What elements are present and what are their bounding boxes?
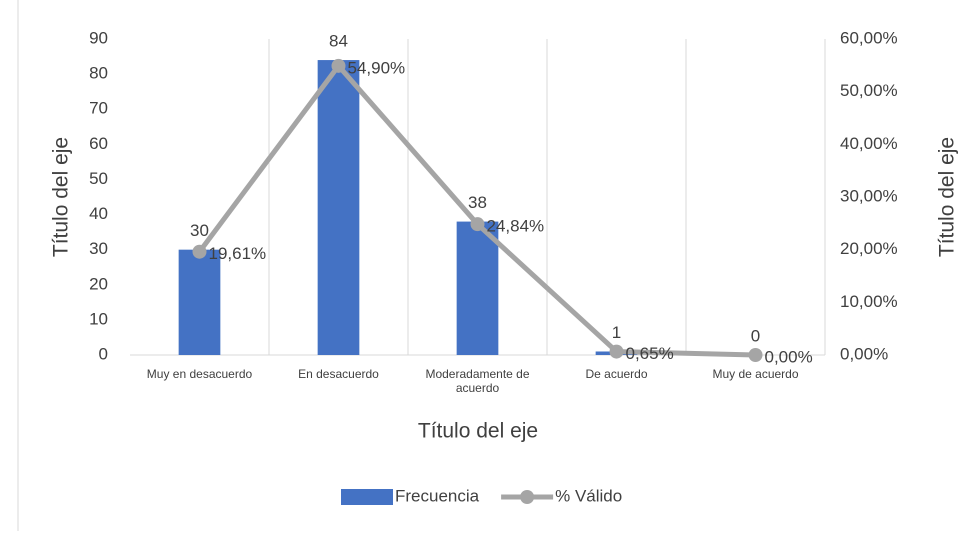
x-tick-label: Muy en desacuerdo [146, 367, 253, 381]
legend-marker [520, 490, 535, 504]
y2-tick-label: 10,00% [840, 292, 898, 311]
data-label: 0 [751, 326, 760, 345]
x-axis-title: Título del eje [418, 420, 538, 443]
legend-swatch [341, 489, 393, 505]
marker [748, 348, 763, 362]
chart-border [17, 0, 979, 536]
y-tick-label: 90 [89, 28, 108, 47]
x-tick-label-box: En desacuerdo [298, 367, 379, 381]
data-label: 24,84% [487, 217, 545, 236]
x-tick-label: Moderadamente de acuerdo [425, 367, 530, 395]
y-tick-label: 50 [89, 169, 108, 188]
y-tick-label: 40 [89, 204, 108, 223]
y2-axis-title: Título del eje [936, 137, 959, 257]
data-label: 38 [468, 193, 487, 212]
data-label: 19,61% [209, 244, 267, 263]
y2-tick-label: 20,00% [840, 239, 898, 258]
y-axis-title: Título del eje [50, 137, 73, 257]
y2-tick-label: 40,00% [840, 134, 898, 153]
y-tick-label: 60 [89, 134, 108, 153]
marker [609, 344, 624, 359]
x-tick-label: De acuerdo [585, 367, 648, 381]
data-label: 84 [329, 32, 348, 51]
x-tick-label-box: Moderadamente de acuerdo [425, 367, 530, 395]
y-tick-label: 0 [99, 344, 108, 363]
y2-tick-label: 30,00% [840, 186, 898, 205]
y2-tick-label: 50,00% [840, 81, 898, 100]
x-tick-label: En desacuerdo [298, 367, 379, 381]
data-label: 1 [612, 323, 621, 342]
y2-tick-label: 0,00% [840, 344, 888, 363]
y-tick-label: 30 [89, 239, 108, 258]
data-label: 30 [190, 221, 209, 240]
bar [178, 249, 221, 355]
marker [331, 58, 346, 73]
bar [456, 221, 499, 355]
y2-tick-label: 60,00% [840, 28, 898, 47]
y-tick-label: 10 [89, 309, 108, 328]
x-tick-label-box: Muy de acuerdo [712, 367, 799, 381]
data-label: 54,90% [348, 58, 406, 77]
y-tick-label: 80 [89, 64, 108, 83]
legend-label: % Válido [555, 486, 622, 505]
marker [192, 244, 207, 259]
y-tick-label: 20 [89, 274, 108, 293]
y-tick-label: 70 [89, 99, 108, 118]
data-label: 0,00% [765, 347, 813, 366]
x-tick-label: Muy de acuerdo [712, 367, 799, 381]
bar [317, 60, 360, 356]
x-tick-label-box: De acuerdo [585, 367, 648, 381]
marker [470, 217, 485, 232]
legend-label: Frecuencia [395, 486, 480, 505]
data-label: 0,65% [626, 344, 674, 363]
x-tick-label-box: Muy en desacuerdo [146, 367, 253, 381]
